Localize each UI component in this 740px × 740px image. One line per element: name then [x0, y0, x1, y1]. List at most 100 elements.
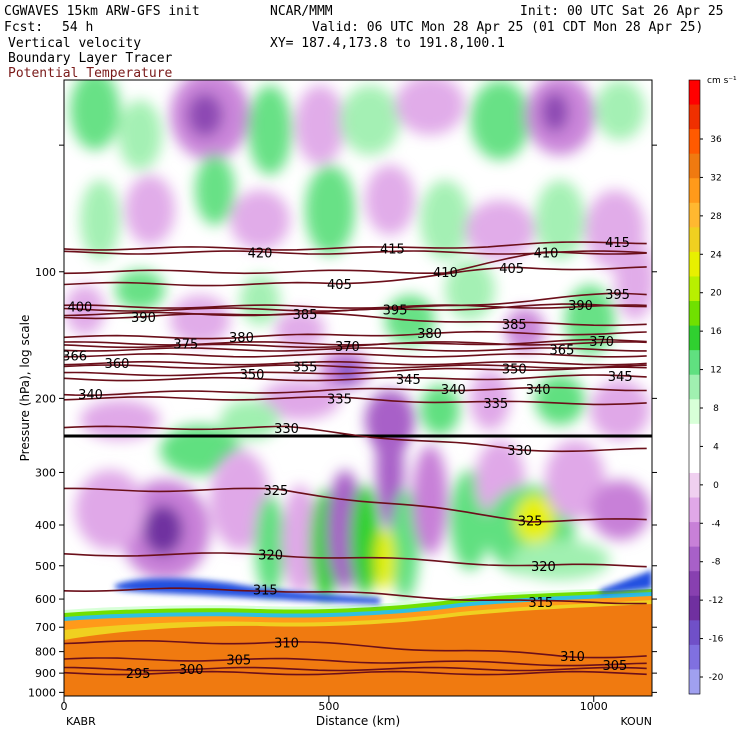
isentrope-335 — [64, 396, 647, 406]
isentrope-label: 315 — [253, 584, 278, 599]
isentrope-label: 390 — [131, 311, 156, 326]
colorbar-frame — [688, 79, 701, 695]
colorbar-unit: cm s⁻¹ — [707, 76, 737, 86]
colorbar-swatch — [689, 448, 700, 474]
isentrope-345 — [64, 374, 647, 382]
isentrope-label: 325 — [518, 514, 543, 529]
colorbar-label: -16 — [709, 635, 724, 645]
isentrope-405 — [64, 266, 647, 287]
colorbar-swatch — [689, 571, 700, 597]
colorbar: 36 32 28 24 20 16 12 8 4 0 -4 -8 -12 -16 -20 — [688, 79, 724, 695]
isentrope-420 — [64, 250, 647, 255]
y-axis-title: Pressure (hPa), log scale — [18, 315, 32, 462]
isentrope-label: 375 — [173, 337, 198, 352]
colorbar-swatch — [689, 399, 700, 425]
y-axis: 100 200 300 400 500 600 700 800 900 1000 — [28, 144, 657, 699]
isentrope-label: 415 — [605, 236, 630, 251]
isentrope-325 — [64, 487, 647, 523]
isentrope-label: 345 — [608, 370, 633, 385]
x-axis-title: Distance (km) — [316, 714, 400, 728]
isentrope-label: 340 — [526, 383, 551, 398]
colorbar-swatch — [689, 423, 700, 449]
colorbar-swatch — [689, 301, 700, 327]
colorbar-swatch — [689, 350, 700, 376]
colorbar-swatch — [689, 522, 700, 548]
isentrope-label: 335 — [327, 392, 352, 407]
isentrope-label: 340 — [441, 383, 466, 398]
isentrope-label: 330 — [274, 422, 299, 437]
colorbar-swatch — [689, 153, 700, 179]
isentrope-label: 370 — [589, 335, 614, 350]
colorbar-swatch — [689, 227, 700, 253]
isentrope-310 — [64, 640, 647, 659]
isentrope-375 — [64, 341, 647, 346]
isentrope-330 — [64, 425, 647, 453]
isentrope-label: 305 — [226, 653, 251, 668]
model-title: CGWAVES 15km ARW-GFS init — [4, 4, 200, 19]
isentrope-label: 370 — [335, 340, 360, 355]
colorbar-swatch — [689, 546, 700, 572]
isentrope-305 — [64, 657, 647, 667]
isentrope-360 — [64, 360, 647, 366]
colorbar-label: 16 — [710, 327, 722, 337]
isentrope-label: 360 — [105, 357, 130, 372]
isentrope-label: 310 — [274, 636, 299, 651]
right-endpoint-label: KOUN — [620, 715, 652, 728]
isentrope-label: 366 — [62, 349, 87, 364]
isentrope-395 — [64, 292, 647, 312]
x-tick-label: 500 — [318, 700, 339, 713]
isentrope-366 — [64, 352, 647, 358]
colorbar-label: 8 — [713, 404, 719, 414]
isentrope-label: 410 — [534, 247, 559, 262]
y-tick-label: 500 — [35, 560, 56, 573]
org-label: NCAR/MMM — [270, 4, 333, 19]
isentrope-295 — [64, 670, 647, 676]
isentrope-label: 345 — [396, 373, 421, 388]
field-potential-temperature: Potential Temperature — [8, 66, 173, 81]
colorbar-swatch — [689, 644, 700, 670]
left-endpoint-label: KABR — [66, 715, 96, 728]
isentrope-label: 325 — [263, 484, 288, 499]
isentrope-400 — [64, 304, 647, 309]
isentrope-label: 350 — [502, 363, 527, 378]
colorbar-label: -4 — [712, 519, 721, 529]
isentrope-label: 390 — [568, 299, 593, 314]
isentrope-label: 395 — [605, 288, 630, 303]
isentrope-385 — [64, 311, 647, 327]
isentrope-label: 305 — [603, 659, 628, 674]
isentrope-label: 420 — [248, 247, 273, 262]
isentrope-label: 335 — [483, 397, 508, 412]
colorbar-label: 36 — [710, 135, 722, 145]
colorbar-swatch — [689, 595, 700, 621]
isentrope-label: 400 — [67, 301, 92, 316]
colorbar-label: -8 — [712, 558, 721, 568]
isentrope-labels: 420 415 415 410 405 410 405 400 390 385 395 390 395 3… — [62, 236, 633, 682]
init-time: Init: 00 UTC Sat 26 Apr 25 — [520, 4, 724, 19]
isentrope-label: 380 — [417, 327, 442, 342]
y-tick-label: 600 — [35, 593, 56, 606]
y-tick-label: 700 — [35, 621, 56, 634]
isentrope-label: 320 — [258, 548, 283, 563]
colorbar-swatch — [689, 374, 700, 400]
isentrope-label: 310 — [560, 650, 585, 665]
colorbar-swatch — [689, 104, 700, 130]
colorbar-swatch — [689, 129, 700, 155]
isentrope-315 — [64, 587, 647, 605]
colorbar-swatch — [689, 669, 700, 695]
isentrope-label: 415 — [380, 242, 405, 257]
plot-frame — [63, 79, 653, 697]
field-vertical-velocity: Vertical velocity — [8, 36, 142, 51]
colorbar-label: 28 — [710, 212, 722, 222]
isentrope-label: 395 — [383, 304, 408, 319]
y-tick-label: 100 — [35, 266, 56, 279]
colorbar-swatch — [689, 80, 700, 106]
isentrope-300 — [64, 666, 647, 672]
x-axis: 0 500 1000 — [61, 696, 608, 713]
colorbar-swatch — [689, 178, 700, 204]
isentrope-415 — [64, 241, 647, 251]
x-tick-label: 0 — [61, 700, 68, 713]
isentrope-label: 320 — [531, 560, 556, 575]
isentrope-340 — [64, 386, 647, 396]
colorbar-label: 24 — [710, 250, 722, 260]
